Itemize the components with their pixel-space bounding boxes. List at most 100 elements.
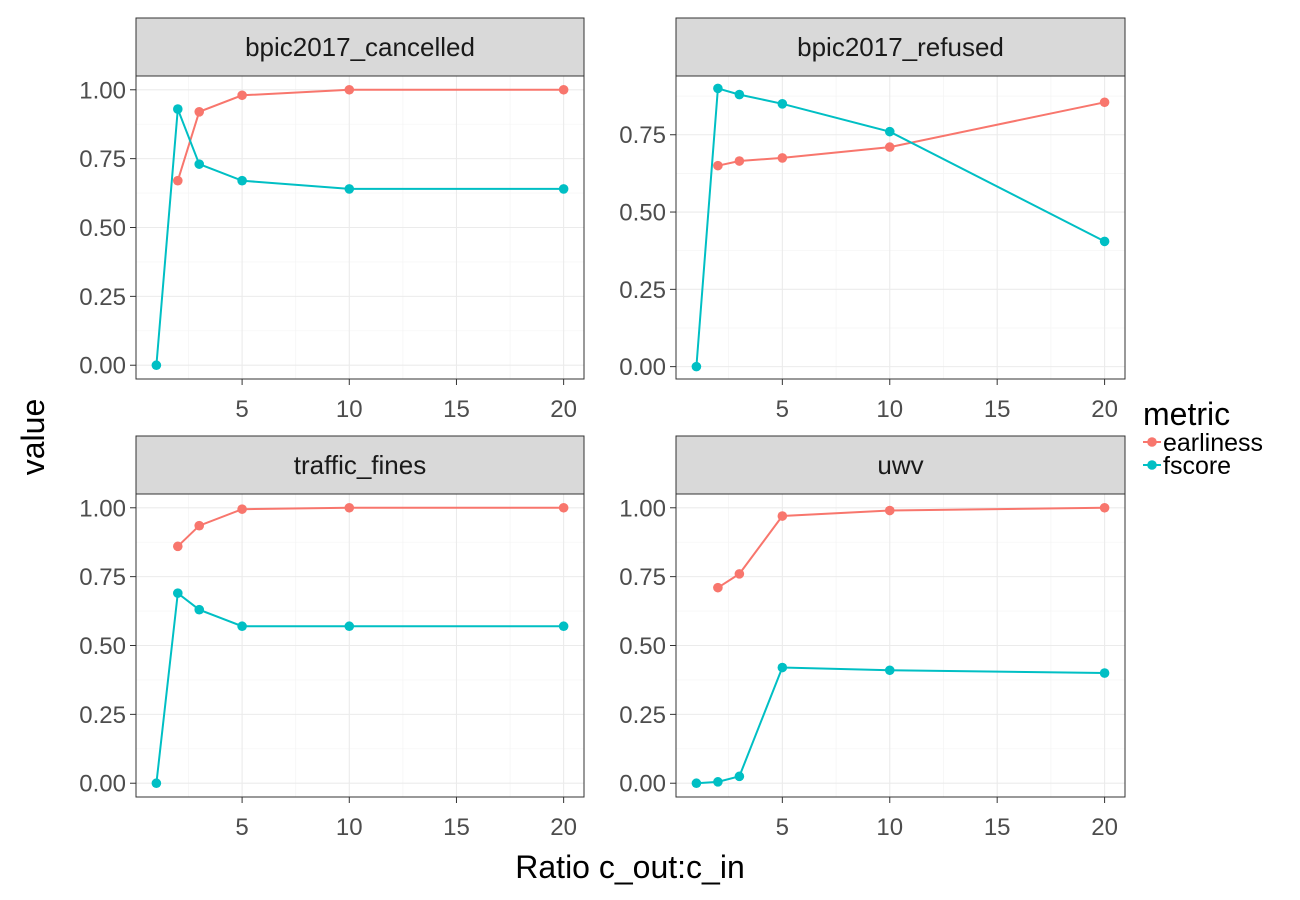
- facet-title: bpic2017_cancelled: [245, 32, 475, 62]
- data-point-earliness: [777, 153, 788, 163]
- panel-bpic2017_cancelled: bpic2017_cancelled 0.00 0.25 0.50 0.75 1.00 5 1…: [79, 17, 585, 423]
- data-point-earliness: [344, 84, 355, 95]
- y-tick-label: 0.50: [619, 200, 666, 227]
- data-point-earliness: [713, 160, 723, 171]
- x-tick-label: 5: [235, 814, 248, 841]
- x-tick-label: 10: [876, 396, 903, 423]
- x-tick-label: 15: [984, 814, 1011, 841]
- y-tick-label: 0.75: [79, 564, 126, 591]
- data-point-fscore: [194, 604, 205, 615]
- data-point-fscore: [172, 588, 183, 598]
- series-line-fscore: [155, 108, 564, 366]
- panel-background: [676, 76, 1125, 379]
- data-point-fscore: [344, 621, 355, 632]
- data-point-earliness: [194, 107, 205, 117]
- data-point-fscore: [558, 621, 569, 632]
- data-point-earliness: [194, 520, 205, 531]
- strip-background: [675, 17, 1126, 77]
- legend-key-point: [1147, 437, 1157, 447]
- y-tick-label: 1.00: [79, 77, 126, 104]
- data-point-earliness: [734, 156, 745, 166]
- x-tick-label: 15: [984, 396, 1011, 423]
- data-point-fscore: [734, 771, 745, 782]
- data-point-earliness: [884, 142, 895, 152]
- y-tick-label: 0.00: [79, 771, 126, 798]
- x-tick-label: 20: [1091, 814, 1118, 841]
- data-point-fscore: [237, 175, 247, 186]
- panel-bpic2017_refused: bpic2017_refused 0.00 0.25 0.50 0.75 5 10 15 20: [619, 17, 1126, 423]
- data-point-fscore: [734, 89, 745, 100]
- strip-background: [135, 435, 585, 495]
- series-line-fscore: [695, 87, 1106, 367]
- data-point-fscore: [1099, 236, 1110, 247]
- strip-background: [675, 435, 1126, 495]
- legend-key-point: [1147, 460, 1157, 470]
- facet-title: traffic_fines: [294, 450, 426, 480]
- x-tick-label: 10: [876, 814, 903, 841]
- legend-label: fscore: [1163, 452, 1231, 480]
- y-tick-label: 1.00: [79, 495, 126, 522]
- y-tick-label: 0.25: [619, 702, 666, 729]
- y-tick-label: 0.00: [79, 353, 126, 380]
- x-tick-label: 20: [550, 814, 577, 841]
- x-tick-label: 5: [776, 814, 789, 841]
- data-point-fscore: [777, 662, 788, 673]
- y-tick-label: 0.75: [79, 146, 126, 173]
- y-tick-label: 0.75: [619, 122, 666, 149]
- data-point-fscore: [691, 361, 702, 372]
- data-point-fscore: [713, 777, 723, 787]
- data-point-earliness: [777, 511, 788, 521]
- y-tick-label: 0.25: [619, 277, 666, 304]
- data-point-earliness: [344, 502, 355, 513]
- data-point-fscore: [151, 778, 162, 789]
- data-point-fscore: [237, 621, 247, 632]
- data-point-earliness: [558, 84, 569, 95]
- y-tick-label: 0.25: [79, 702, 126, 729]
- x-tick-label: 20: [1091, 396, 1118, 423]
- data-point-earliness: [237, 90, 247, 101]
- data-point-earliness: [1099, 97, 1110, 108]
- panel-uwv: uwv 0.00 0.25 0.50 0.75 1.00 5 10 15 20: [619, 435, 1126, 841]
- y-tick-label: 0.75: [619, 564, 666, 591]
- y-tick-label: 0.00: [619, 771, 666, 798]
- x-tick-label: 5: [776, 396, 789, 423]
- data-point-fscore: [344, 184, 355, 194]
- data-point-fscore: [194, 159, 205, 169]
- data-point-earliness: [734, 569, 745, 579]
- data-point-fscore: [777, 99, 788, 109]
- data-point-fscore: [713, 83, 723, 94]
- data-point-earliness: [713, 582, 723, 593]
- x-tick-label: 5: [235, 396, 248, 423]
- data-point-earliness: [1099, 502, 1110, 513]
- x-tick-label: 15: [443, 396, 470, 423]
- data-point-earliness: [558, 502, 569, 513]
- y-tick-label: 0.00: [619, 354, 666, 381]
- x-tick-label: 15: [443, 814, 470, 841]
- data-point-fscore: [172, 104, 183, 114]
- x-tick-label: 10: [336, 814, 363, 841]
- series-line-fscore: [155, 591, 564, 784]
- data-point-fscore: [151, 360, 162, 371]
- y-tick-label: 0.50: [79, 215, 126, 242]
- legend-label: earliness: [1163, 429, 1263, 457]
- panel-traffic_fines: traffic_fines 0.00 0.25 0.50 0.75 1.00 5 10 15 20: [79, 435, 585, 841]
- strip-background: [135, 17, 585, 77]
- facet-title: uwv: [877, 450, 923, 480]
- data-point-earliness: [884, 505, 895, 516]
- data-point-fscore: [884, 665, 895, 676]
- data-point-fscore: [884, 126, 895, 137]
- x-tick-label: 20: [550, 396, 577, 423]
- panels-layer: bpic2017_cancelled 0.00 0.25 0.50 0.75 1.00 5 1…: [79, 17, 1126, 841]
- legend-item-earliness: earliness: [1143, 429, 1263, 457]
- y-tick-label: 0.50: [79, 633, 126, 660]
- data-point-fscore: [1099, 668, 1110, 678]
- data-point-earliness: [172, 541, 183, 552]
- y-tick-label: 0.25: [79, 284, 126, 311]
- legend-item-fscore: fscore: [1143, 452, 1231, 480]
- data-point-fscore: [691, 778, 702, 789]
- panel-border: [675, 75, 1126, 380]
- data-point-earliness: [172, 175, 183, 186]
